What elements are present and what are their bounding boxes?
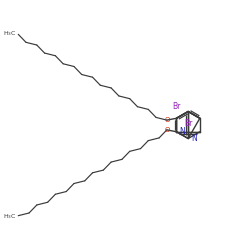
Text: N: N	[191, 134, 197, 143]
Text: Br: Br	[184, 119, 192, 128]
Text: Br: Br	[172, 102, 181, 111]
Text: N: N	[179, 127, 185, 136]
Text: H$_3$C: H$_3$C	[3, 29, 16, 38]
Text: H$_3$C: H$_3$C	[3, 212, 16, 221]
Text: O: O	[164, 117, 170, 123]
Text: O: O	[164, 127, 170, 133]
